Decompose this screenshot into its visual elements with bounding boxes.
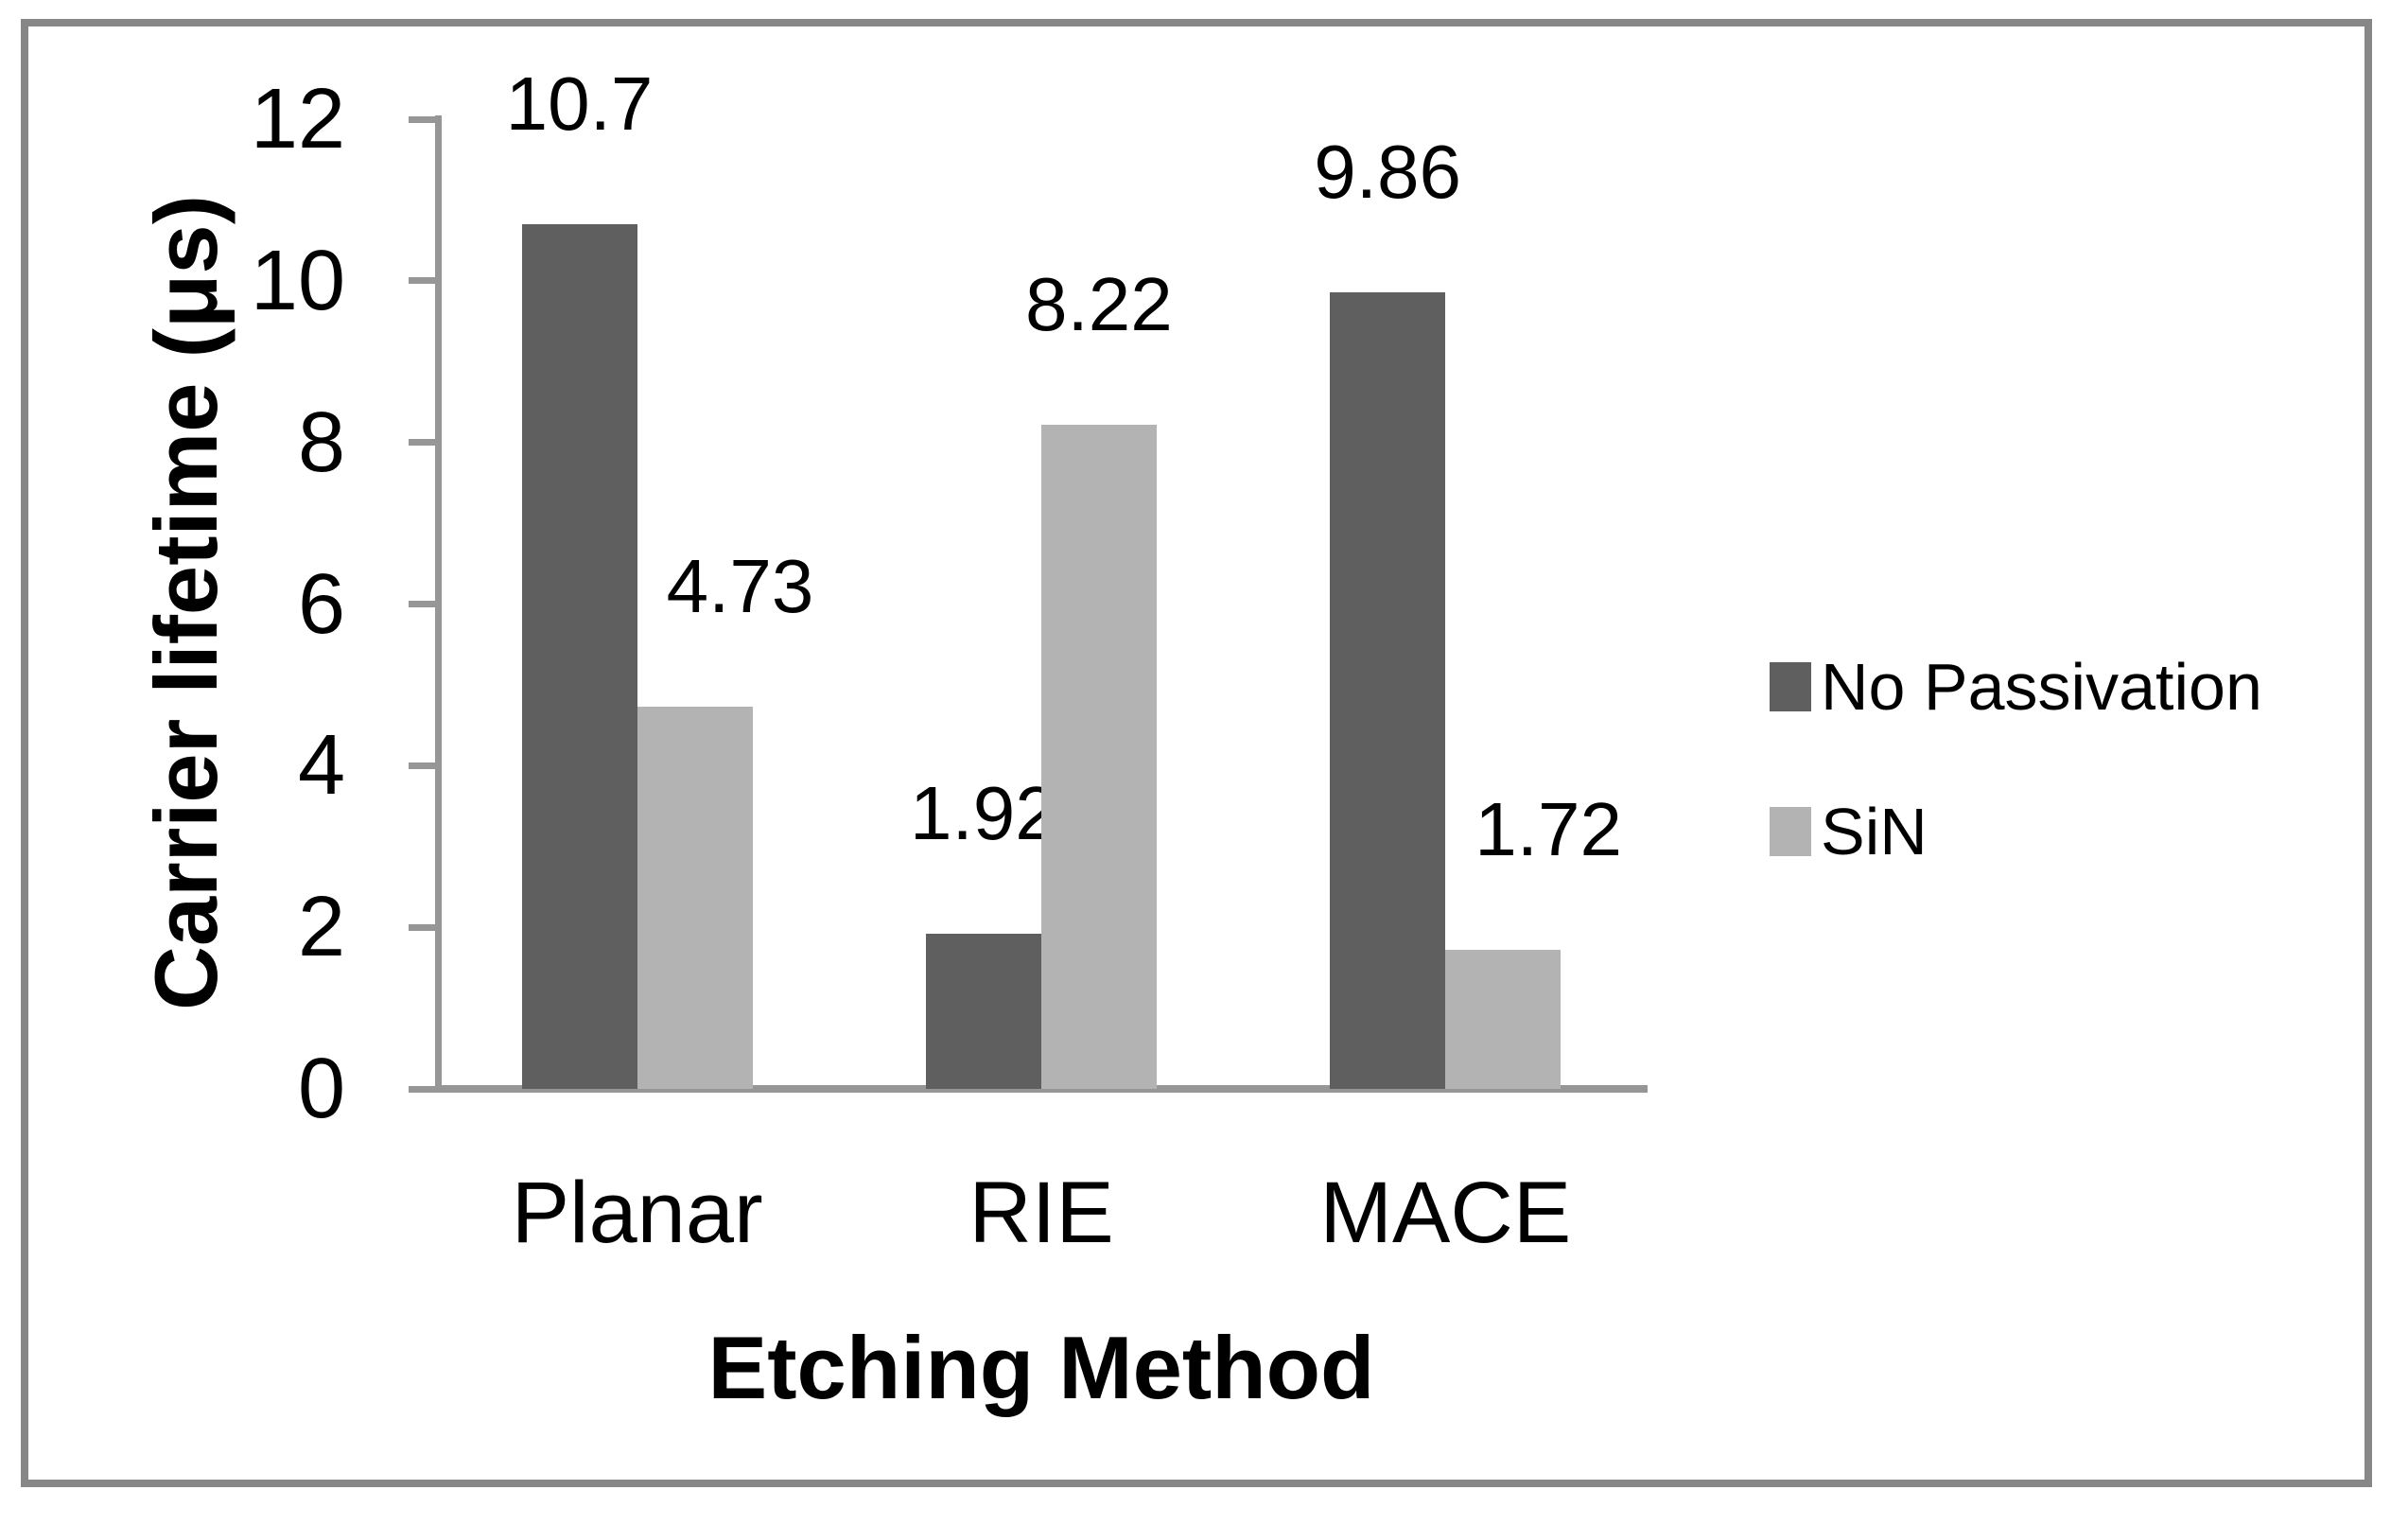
y-tick-mark <box>409 923 435 931</box>
x-axis-title: Etching Method <box>707 1318 1375 1417</box>
figure-border <box>21 19 2372 1487</box>
y-axis-tick-label: 10 <box>250 233 345 328</box>
value-label-no-passivation-planar: 10.7 <box>505 61 654 147</box>
y-tick-mark <box>409 115 435 123</box>
bar-no-passivation-planar <box>521 224 637 1089</box>
x-category-label-mace: MACE <box>1319 1165 1572 1261</box>
value-label-sin-rie: 8.22 <box>1024 261 1173 346</box>
bar-sin-mace <box>1445 950 1562 1089</box>
y-axis-tick-label: 6 <box>297 556 345 652</box>
value-label-sin-planar: 4.73 <box>666 543 814 628</box>
value-label-sin-mace: 1.72 <box>1474 787 1623 872</box>
y-axis-tick-label: 2 <box>297 880 345 975</box>
bar-no-passivation-mace <box>1330 291 1446 1089</box>
y-tick-mark <box>409 1085 435 1093</box>
y-axis-tick-label: 0 <box>297 1042 345 1136</box>
bar-sin-rie <box>1040 424 1157 1089</box>
legend-swatch-sin <box>1770 807 1811 856</box>
y-tick-mark <box>409 601 435 607</box>
y-axis-line <box>435 115 442 1093</box>
value-label-no-passivation-rie: 1.92 <box>909 771 1057 855</box>
x-category-label-planar: Planar <box>511 1165 763 1261</box>
y-axis-tick-label: 8 <box>297 394 345 490</box>
value-label-no-passivation-mace: 9.86 <box>1314 129 1462 214</box>
y-tick-mark <box>409 439 435 447</box>
x-axis-line <box>435 1085 1648 1093</box>
bar-no-passivation-rie <box>925 934 1041 1089</box>
legend-label-no-passivation: No Passivation <box>1821 650 2262 724</box>
bar-sin-planar <box>637 706 753 1089</box>
y-axis-tick-label: 4 <box>297 718 345 814</box>
y-tick-mark <box>409 762 435 769</box>
y-axis-tick-label: 12 <box>250 72 345 167</box>
y-tick-mark <box>409 277 435 285</box>
x-category-label-rie: RIE <box>968 1165 1114 1261</box>
legend-label-sin: SiN <box>1821 795 1928 868</box>
legend-swatch-no-passivation <box>1770 662 1811 711</box>
